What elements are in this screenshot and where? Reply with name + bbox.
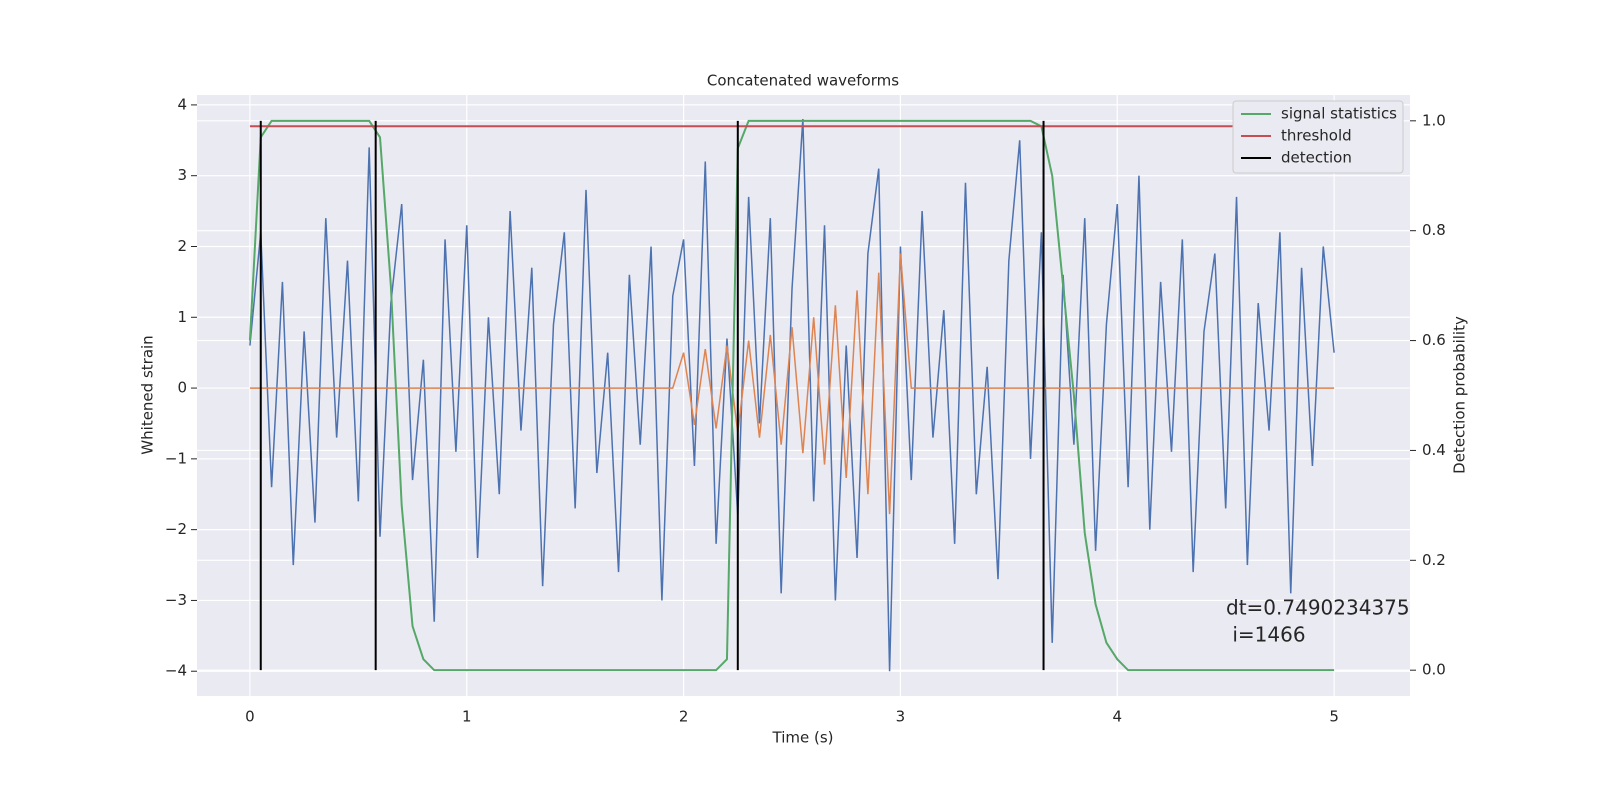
- y2-tick-label: 0.6: [1422, 331, 1446, 349]
- series-line: [248, 119, 1335, 672]
- annotation: i=1466: [1226, 623, 1306, 647]
- y-tick-label: 0: [177, 379, 187, 397]
- x-tick-label: 2: [679, 708, 689, 726]
- y-tick-label: 1: [177, 308, 187, 326]
- plot-area: [197, 95, 1410, 696]
- x-tick-label: 3: [896, 708, 906, 726]
- x-tick-label: 5: [1329, 708, 1339, 726]
- x-axis-label: Time (s): [772, 729, 834, 747]
- y-tick-label: −3: [165, 591, 187, 609]
- series-line: [249, 119, 1335, 672]
- y-tick-label: 3: [177, 166, 187, 184]
- y-axis-label: Whitened strain: [139, 335, 157, 454]
- x-tick-label: 1: [462, 708, 472, 726]
- y-tick-label: 2: [177, 237, 187, 255]
- legend-box: [1232, 100, 1404, 174]
- chart-title: Concatenated waveforms: [707, 72, 899, 90]
- y2-axis-label: Detection probability: [1451, 316, 1469, 474]
- y-tick-label: −2: [165, 520, 187, 538]
- y-tick-label: −1: [165, 449, 187, 467]
- y2-tick-label: 1.0: [1422, 111, 1446, 129]
- y-tick-label: −4: [165, 662, 187, 680]
- y-tick-label: 4: [177, 95, 187, 113]
- legend: signal statistics threshold detection: [1232, 100, 1404, 174]
- series-line: [249, 253, 1335, 515]
- y2-tick-label: 0.4: [1422, 441, 1446, 459]
- marks: [248, 119, 1335, 672]
- legend-label: signal statistics: [1281, 105, 1397, 123]
- y2-tick-label: 0.2: [1422, 551, 1446, 569]
- annotation: dt=0.7490234375: [1226, 596, 1410, 620]
- legend-label: threshold: [1281, 127, 1352, 145]
- x-tick-label: 4: [1112, 708, 1122, 726]
- legend-label: detection: [1281, 149, 1352, 167]
- y2-tick-label: 0.0: [1422, 661, 1446, 679]
- y2-tick-label: 0.8: [1422, 221, 1446, 239]
- x-tick-label: 0: [245, 708, 255, 726]
